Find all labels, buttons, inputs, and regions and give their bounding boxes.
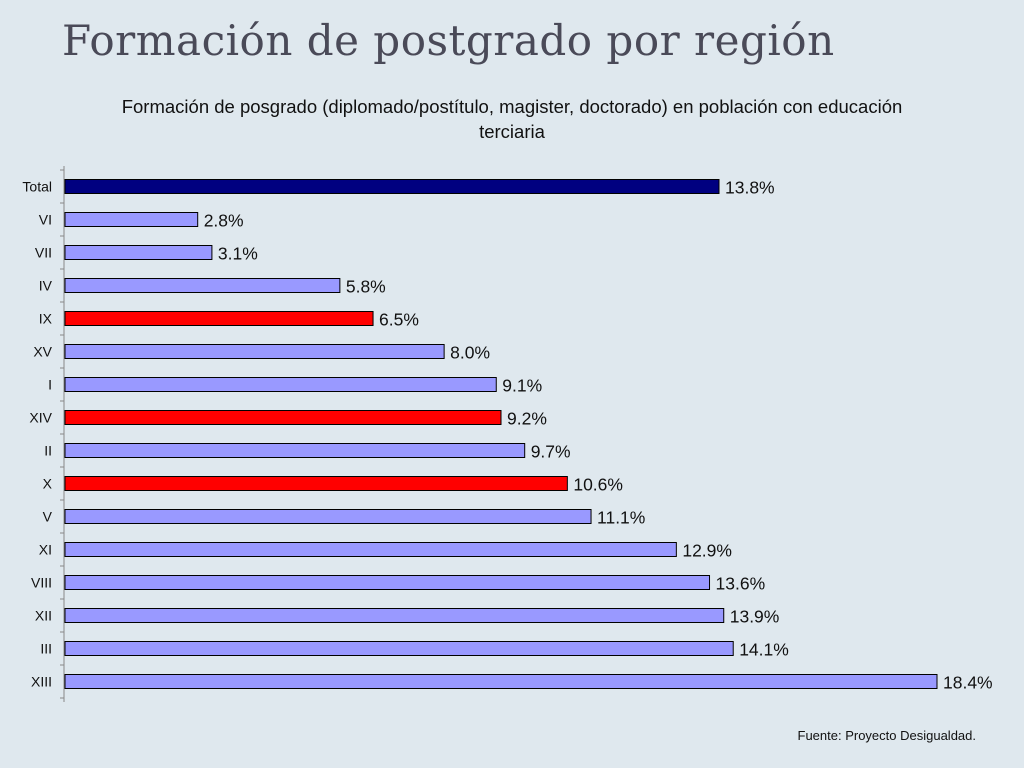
bar-xiv: [64, 410, 502, 425]
bar-i: [64, 377, 497, 392]
bars-layer: [64, 179, 938, 689]
category-label-xii: XII: [35, 608, 52, 624]
data-label-x: 10.6%: [573, 475, 623, 495]
bar-xiii: [64, 674, 938, 689]
category-label-i: I: [48, 377, 52, 393]
bar-vi: [64, 212, 199, 227]
category-label-xiv: XIV: [29, 410, 52, 426]
bar-xv: [64, 344, 445, 359]
bar-iv: [64, 278, 341, 293]
category-label-total: Total: [22, 179, 52, 195]
bar-iii: [64, 641, 734, 656]
category-label-v: V: [43, 509, 53, 525]
data-label-xi: 12.9%: [682, 541, 732, 561]
slide-title: Formación de postgrado por región: [62, 16, 835, 65]
data-label-iii: 14.1%: [739, 640, 789, 660]
data-label-iv: 5.8%: [346, 277, 386, 297]
bar-viii: [64, 575, 711, 590]
bar-xi: [64, 542, 677, 557]
data-label-i: 9.1%: [502, 376, 542, 396]
data-label-vi: 2.8%: [204, 211, 244, 231]
category-label-ii: II: [44, 443, 52, 459]
data-label-xiii: 18.4%: [943, 673, 993, 693]
data-label-xiv: 9.2%: [507, 409, 547, 429]
category-label-iv: IV: [39, 278, 53, 294]
data-label-xv: 8.0%: [450, 343, 490, 363]
data-labels-layer: 13.8% 2.8% 3.1% 5.8% 6.5% 8.0% 9.1% 9.2% 9.7%10.…: [204, 178, 993, 693]
bar-vii: [64, 245, 213, 260]
source-note: Fuente: Proyecto Desigualdad.: [797, 728, 977, 743]
bar-total: [64, 179, 720, 194]
category-label-x: X: [43, 476, 53, 492]
data-label-v: 11.1%: [597, 508, 645, 528]
data-label-vii: 3.1%: [218, 244, 258, 264]
category-label-ix: IX: [39, 311, 53, 327]
category-label-xv: XV: [33, 344, 52, 360]
data-label-total: 13.8%: [725, 178, 775, 198]
bar-xii: [64, 608, 725, 623]
bar-ix: [64, 311, 374, 326]
category-label-xiii: XIII: [31, 674, 52, 690]
category-label-vii: VII: [35, 245, 52, 261]
bar-x: [64, 476, 568, 491]
category-label-xi: XI: [39, 542, 52, 558]
data-label-xii: 13.9%: [730, 607, 780, 627]
bar-ii: [64, 443, 526, 458]
data-label-ii: 9.7%: [531, 442, 571, 462]
data-label-viii: 13.6%: [716, 574, 766, 594]
category-label-vi: VI: [39, 212, 52, 228]
category-label-viii: VIII: [31, 575, 52, 591]
bar-v: [64, 509, 592, 524]
data-label-ix: 6.5%: [379, 310, 419, 330]
category-label-iii: III: [40, 641, 52, 657]
chart-title: Formación de posgrado (diplomado/postítu…: [121, 96, 903, 142]
